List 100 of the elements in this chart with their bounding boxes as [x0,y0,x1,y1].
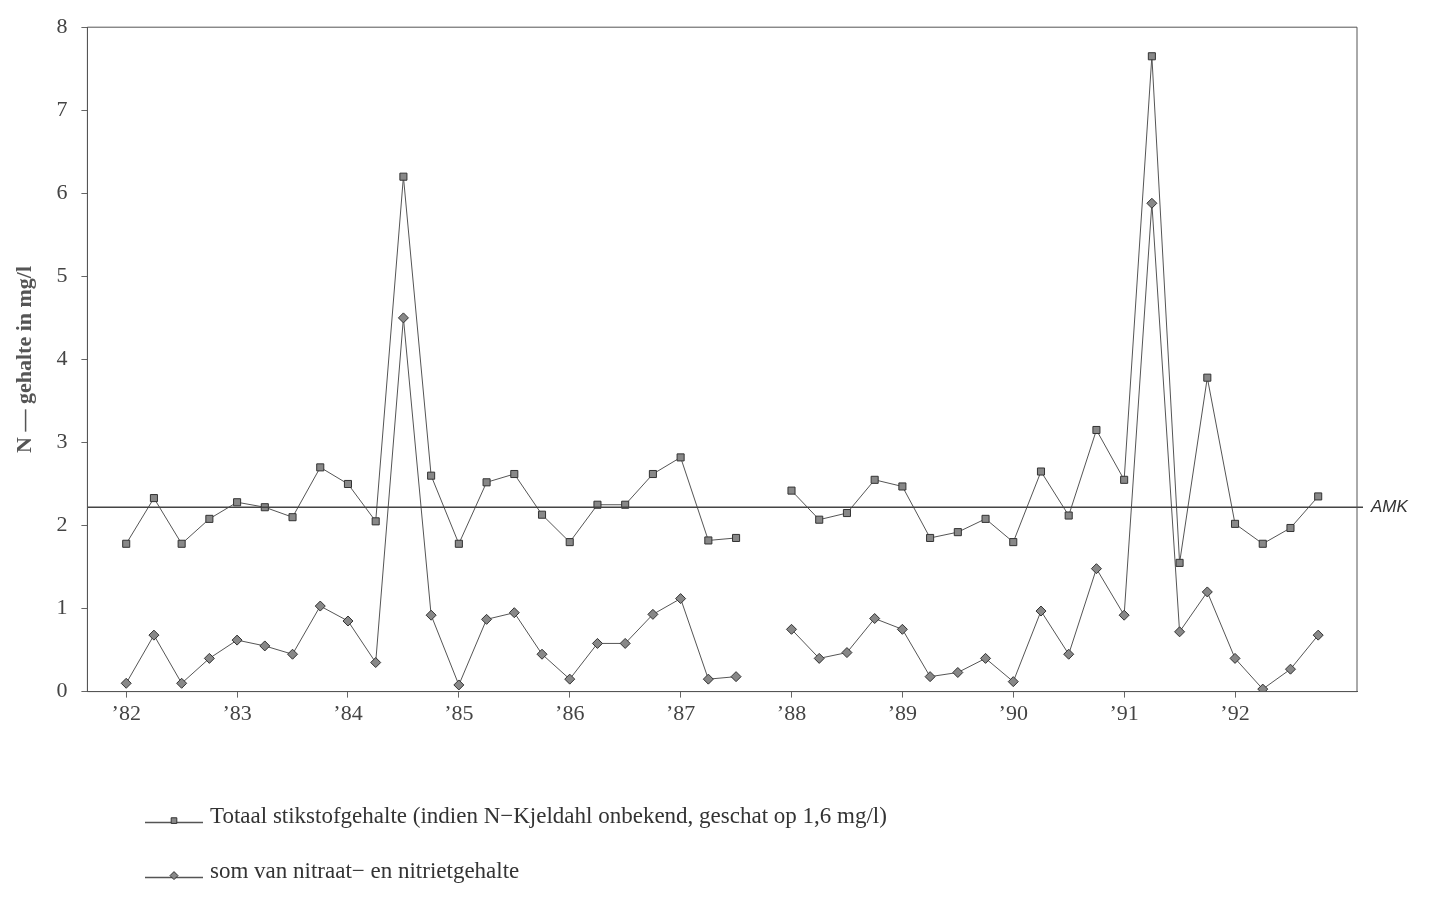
point [813,652,825,664]
y-tick-label: 5 [56,262,68,288]
point [981,514,990,523]
point [1007,676,1019,688]
y-tick-label: 4 [56,345,68,371]
point [648,469,657,479]
point [149,494,158,503]
point [953,528,962,537]
point [259,640,271,652]
point [926,533,935,542]
point [1284,663,1296,675]
x-tick-label: ’84 [333,699,363,725]
point [1203,373,1212,382]
point [786,623,797,635]
point [732,533,741,542]
point [454,539,463,548]
ref-line-label: AMK [1370,496,1409,516]
point [316,463,325,472]
point [1258,539,1267,548]
point [591,637,603,649]
point [704,536,713,545]
point [397,312,409,324]
point [288,513,297,522]
point [453,679,465,691]
point [120,677,132,689]
point [675,593,687,605]
y-tick-label: 8 [56,12,68,38]
point [898,482,907,491]
y-tick-label: 2 [56,511,68,537]
point [647,608,659,620]
y-tick-label: 3 [56,428,68,454]
point [148,629,160,641]
point [924,671,936,683]
x-tick-label: ’83 [222,699,252,725]
point [1146,197,1158,209]
point [1174,626,1186,638]
point [730,671,742,683]
x-tick-label: ’91 [1109,699,1139,725]
point [702,673,714,685]
legend-label: Totaal stikstofgehalte (indien N−Kjeldahl onbekend, geschat op 1,6 mg/l) [210,802,887,828]
x-tick-label: ’92 [1220,699,1250,725]
point [1120,475,1129,484]
point [1312,629,1324,641]
point [203,652,215,664]
point [1063,648,1075,660]
x-tick-label: ’90 [998,699,1028,725]
x-tick-label: ’86 [555,699,585,725]
point [314,600,326,612]
point [176,677,188,689]
point [1092,425,1101,435]
point [343,479,353,489]
y-tick-label: 6 [56,179,68,205]
point [205,514,214,523]
point [1229,652,1241,664]
point [536,648,548,660]
point [1257,683,1269,692]
point [869,613,881,625]
point [481,613,493,625]
point [371,517,380,526]
point [1090,563,1102,575]
y-axis-title: N — gehalte in mg/l [10,265,36,453]
point [870,475,879,484]
point [952,667,964,678]
point [177,539,186,548]
point [122,539,131,548]
point [841,647,853,659]
x-tick-label: ’88 [776,699,807,725]
point [233,498,242,507]
point [287,648,299,660]
x-tick-label: ’82 [111,699,141,725]
point [815,515,824,524]
point [1286,523,1295,533]
point [1314,492,1323,501]
point [896,623,908,635]
point [425,609,437,621]
y-tick-label: 7 [56,96,68,122]
x-tick-label: ’87 [665,699,696,725]
point [508,607,520,619]
point [1009,538,1018,547]
point [482,478,491,487]
point [1064,511,1073,520]
point [1201,586,1213,598]
point [399,172,408,181]
point [787,486,796,495]
y-tick-label: 1 [56,594,68,620]
point [510,469,519,479]
point [1230,519,1240,528]
point [980,652,992,664]
point [619,637,631,649]
x-tick-label: ’89 [887,699,918,725]
point [342,615,354,627]
point [1035,605,1047,617]
y-tick-label: 0 [56,677,68,703]
point [1175,558,1184,567]
point [231,634,243,646]
point [565,538,574,547]
point [370,657,382,669]
point [564,673,576,685]
x-tick-label: ’85 [444,699,474,725]
point [427,471,436,480]
